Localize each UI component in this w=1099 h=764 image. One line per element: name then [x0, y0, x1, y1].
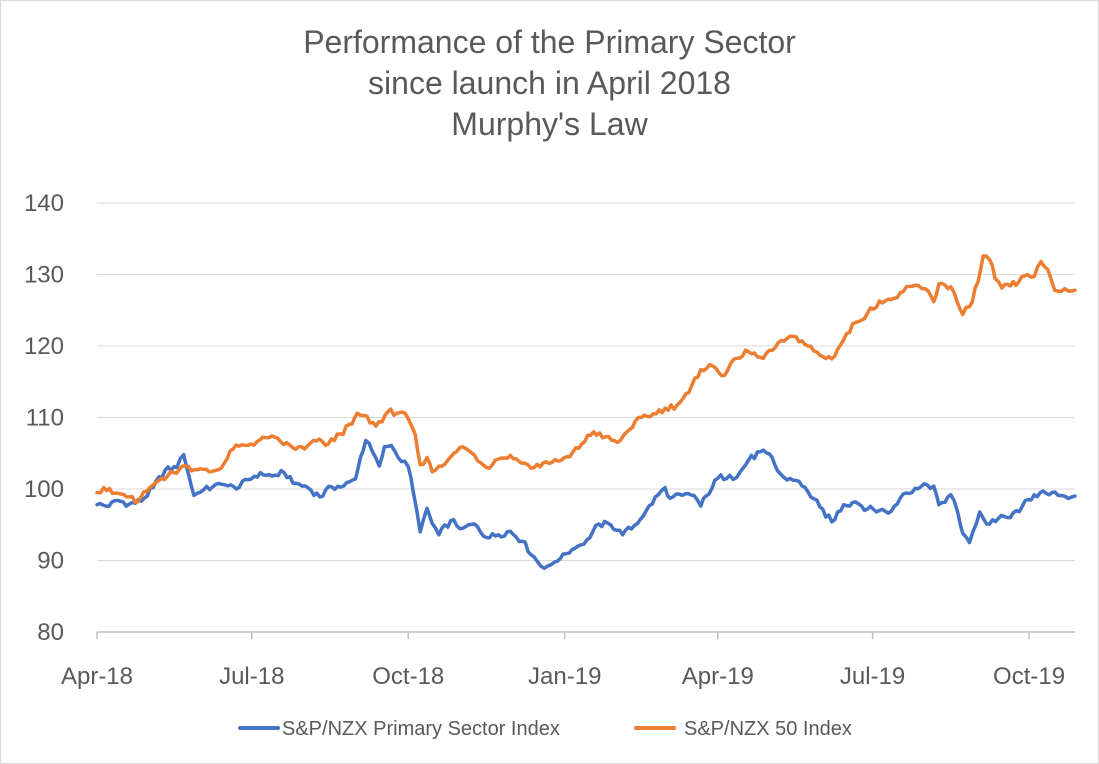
y-axis: 80 90 100 110 120 130 140 [24, 190, 64, 646]
y-tick-label: 80 [37, 619, 64, 646]
y-tick-label: 110 [26, 405, 64, 432]
series-line [95, 254, 1077, 504]
chart-title-line-3: Murphy's Law [451, 106, 648, 142]
y-tick-label: 90 [37, 548, 64, 575]
y-tick-label: 130 [24, 262, 64, 289]
chart-title-line-2: since launch in April 2018 [368, 65, 731, 101]
x-tick-label: Jan-19 [528, 663, 601, 690]
chart-title-line-1: Performance of the Primary Sector [303, 24, 796, 60]
x-tick-label: Apr-18 [61, 663, 133, 690]
series-lines [95, 254, 1077, 571]
y-tick-label: 140 [24, 190, 64, 217]
x-tick-label: Oct-18 [372, 663, 444, 690]
y-tick-label: 100 [24, 476, 64, 503]
x-tick-label: Jul-19 [840, 663, 905, 690]
x-tick-label: Jul-18 [219, 663, 284, 690]
x-axis: Apr-18 Jul-18 Oct-18 Jan-19 Apr-19 Jul-19 Oct-… [61, 631, 1075, 690]
legend: S&P/NZX Primary Sector Index S&P/NZX 50 I… [238, 718, 852, 740]
y-tick-label: 120 [24, 333, 64, 360]
x-tick-label: Oct-19 [993, 663, 1065, 690]
legend-label: S&P/NZX 50 Index [684, 718, 852, 740]
chart-title: Performance of the Primary Sector since … [0, 22, 1099, 145]
gridlines [97, 202, 1075, 561]
legend-label: S&P/NZX Primary Sector Index [282, 718, 560, 740]
x-tick-label: Apr-19 [682, 663, 754, 690]
series-line [95, 438, 1077, 571]
